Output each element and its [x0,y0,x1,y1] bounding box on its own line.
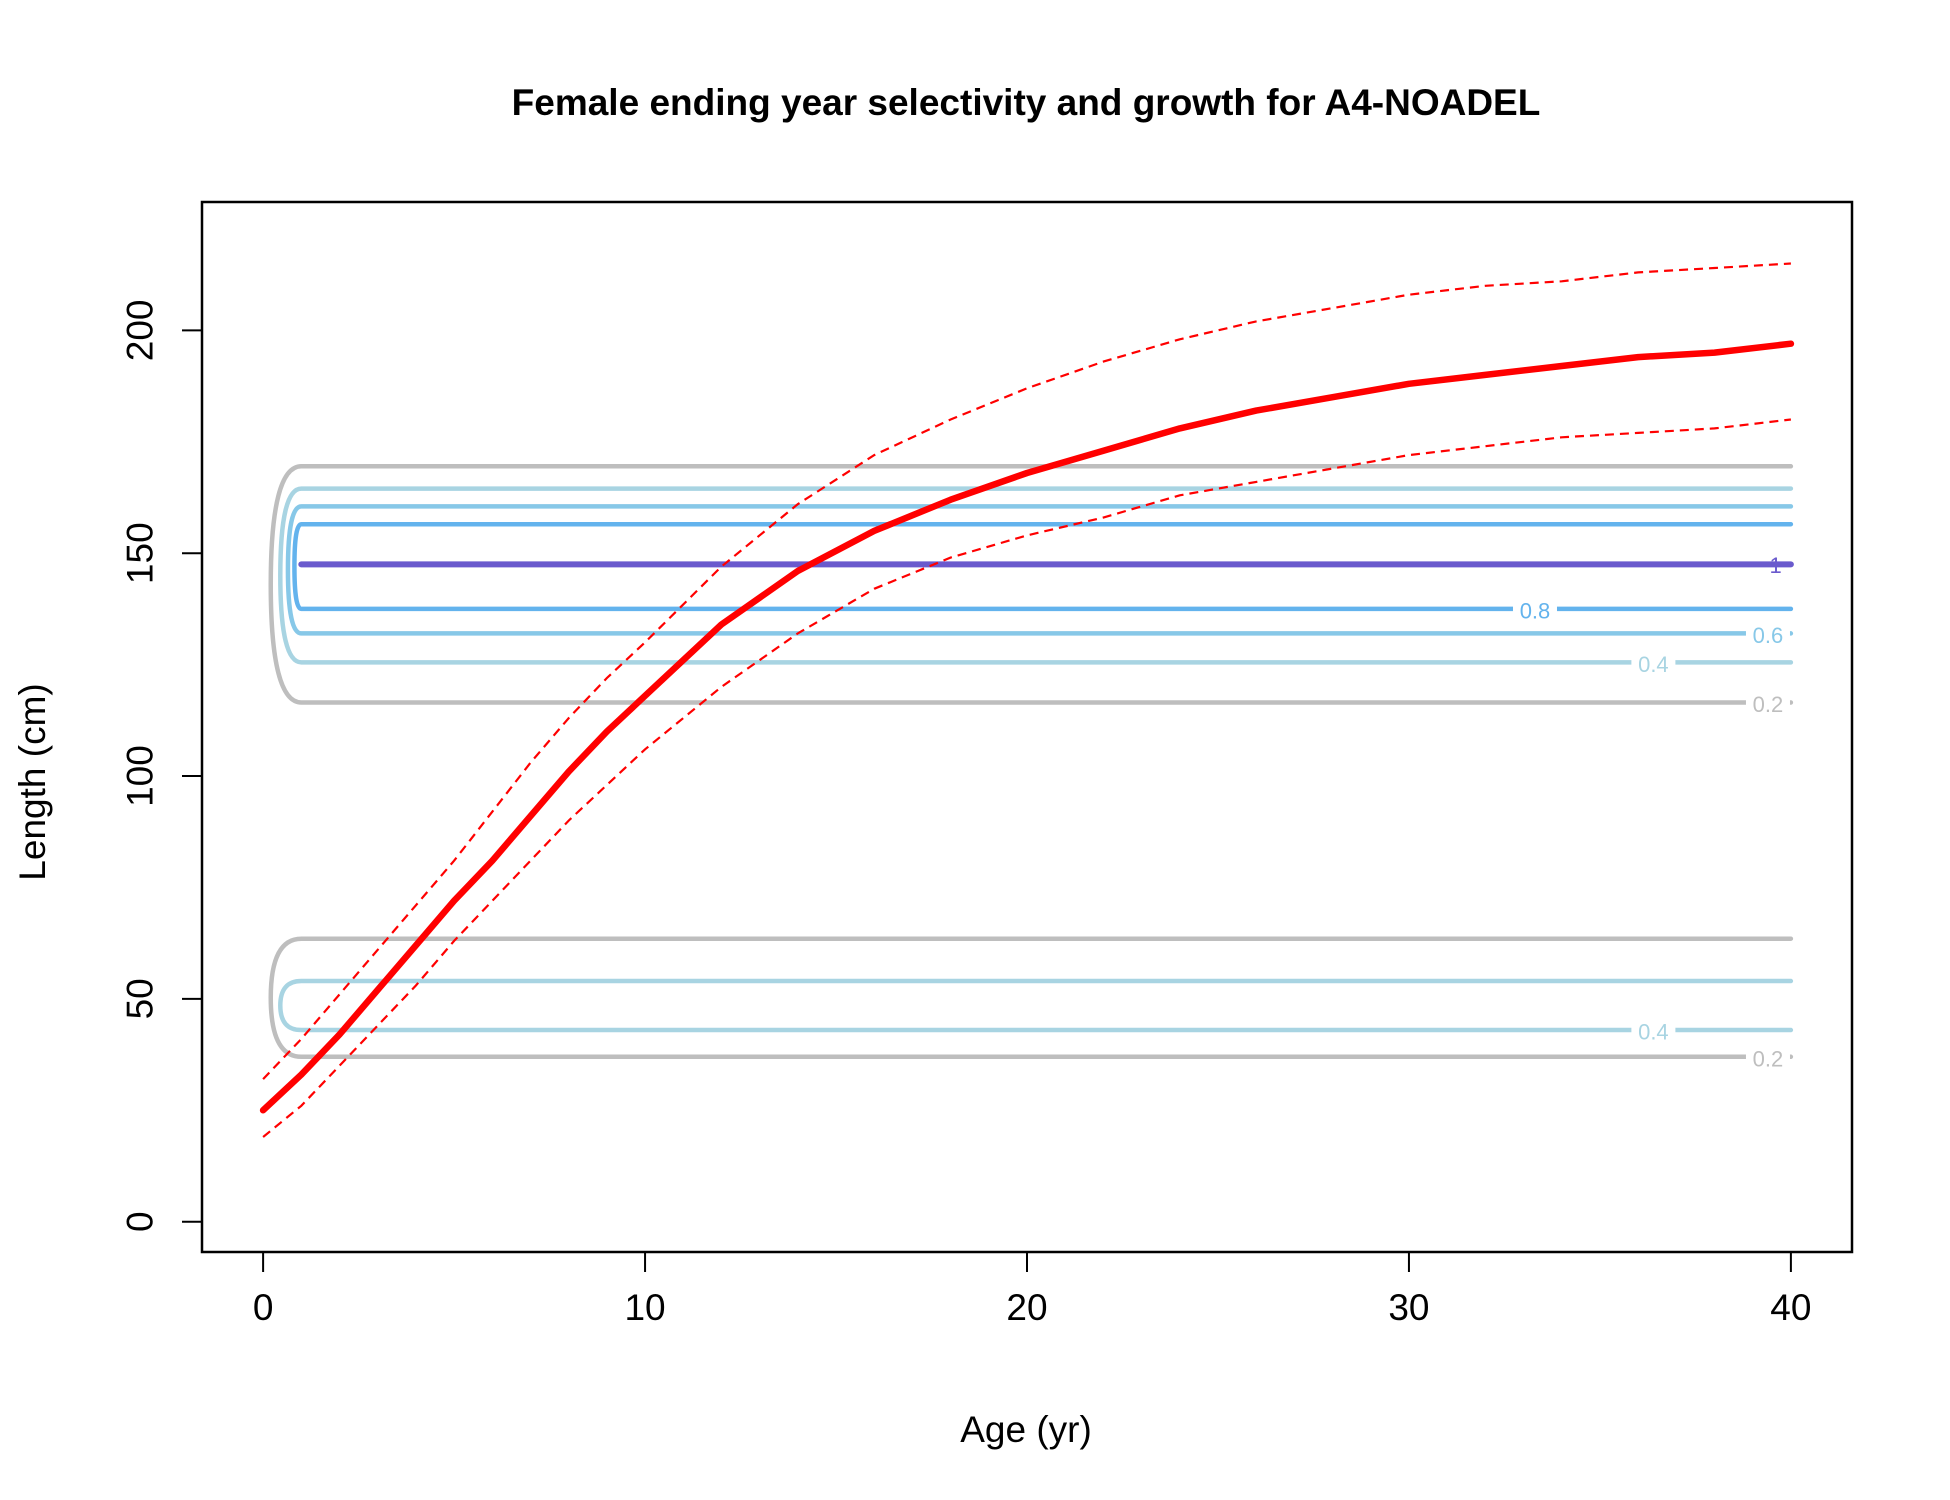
contour-label-gap [1745,1050,1790,1063]
growth-mean-line [259,340,1795,1114]
plot-frame [200,200,1854,1254]
y-tick-label: 50 [120,978,161,1019]
x-tick-label: 40 [1770,1287,1811,1328]
contour-label-gap [1512,602,1557,615]
contour-label-gap [1745,627,1790,640]
contour-label-gap [1631,1024,1676,1037]
contour-label: 0.4 [1638,1020,1669,1045]
x-tick-label: 0 [253,1287,274,1328]
growth-curves [259,262,1795,1138]
contour-label: 0.4 [1638,652,1669,677]
contour-label-gap [1631,656,1676,669]
y-axis-label: Length (cm) [12,683,53,880]
contour-line [268,464,1794,705]
x-axis-label: Age (yr) [960,1409,1092,1450]
contour-line [278,486,1794,665]
contour-label-gap [1745,696,1790,709]
contour-label: 0.8 [1520,598,1551,623]
y-tick-label: 200 [120,299,161,361]
y-tick-label: 100 [120,745,161,807]
contour-label: 0.6 [1753,623,1784,648]
x-tick-label: 30 [1388,1287,1429,1328]
contour-line [285,504,1794,636]
contour-label: 1 [1769,553,1781,578]
x-tick-label: 10 [624,1287,665,1328]
y-tick-label: 150 [120,522,161,584]
contour-label: 0.2 [1753,1046,1784,1071]
selectivity-contours: 1 0.8 0.6 0.4 0.4 0.2 0.2 [268,464,1794,1071]
contour-label: 0.2 [1753,692,1784,717]
growth-upper-interval [262,262,1791,1080]
growth-lower-interval [262,418,1792,1138]
contour-line [292,521,1794,612]
y-tick-label: 0 [120,1211,161,1232]
chart-title: Female ending year selectivity and growt… [512,82,1541,123]
contour-line [278,978,1794,1033]
x-tick-label: 20 [1006,1287,1047,1328]
